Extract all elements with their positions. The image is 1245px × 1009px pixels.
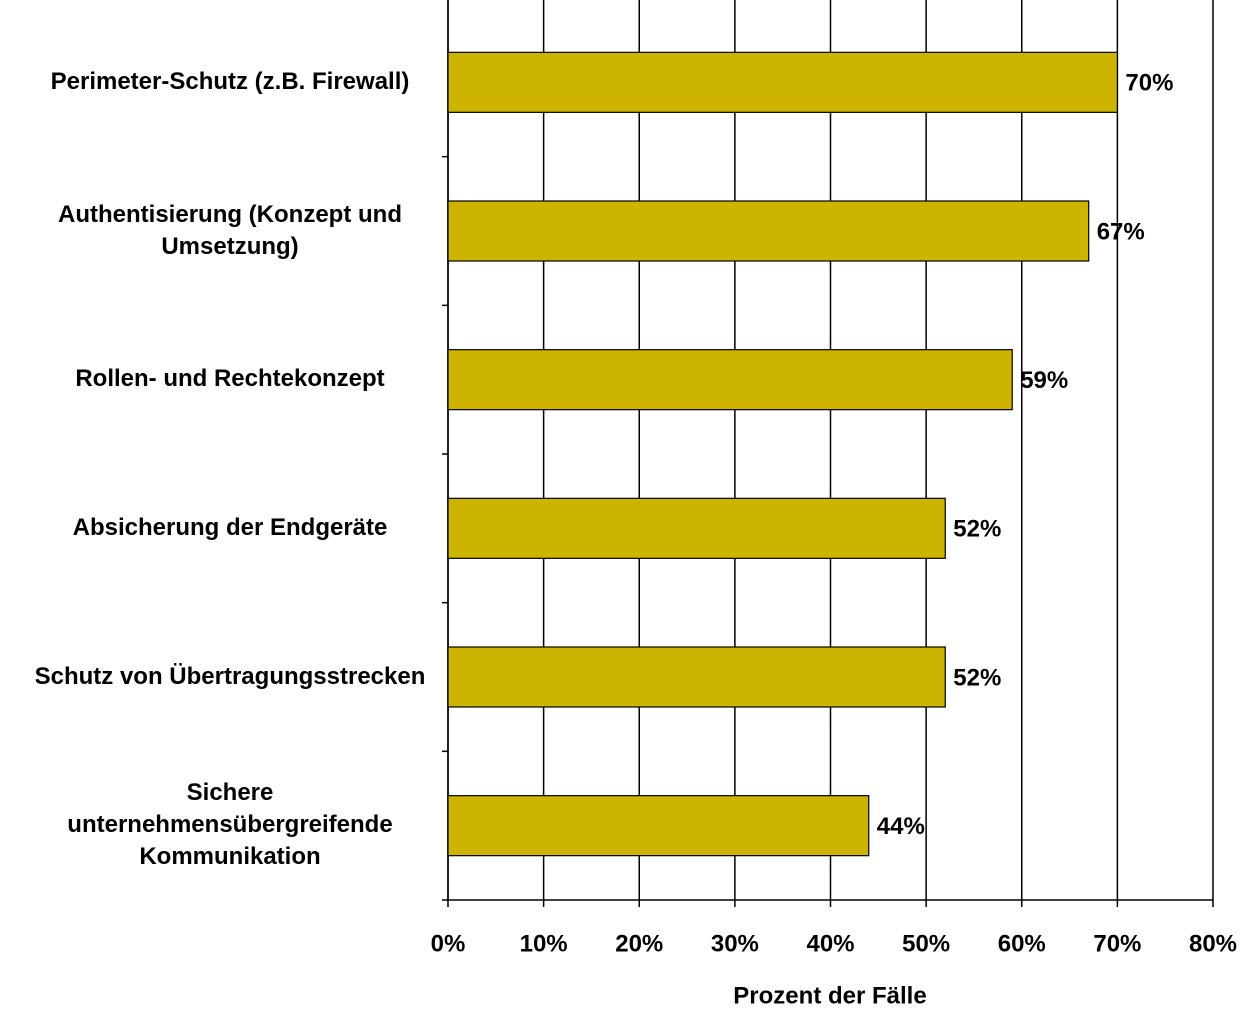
bar [447,497,946,559]
bar [447,200,1090,262]
value-label: 70% [1125,70,1173,97]
x-axis-title: Prozent der Fälle [733,982,926,1009]
x-tick-label: 70% [1093,930,1141,957]
x-tick-label: 20% [615,930,663,957]
value-label: 67% [1097,218,1145,245]
value-label: 44% [877,813,925,840]
x-tick-label: 10% [520,930,568,957]
x-tick-label: 40% [806,930,854,957]
value-label: 52% [953,664,1001,691]
x-tick-label: 30% [711,930,759,957]
bar [447,795,870,857]
x-tick-label: 60% [998,930,1046,957]
x-tick-label: 50% [902,930,950,957]
x-tick-label: 0% [431,930,466,957]
y-tick-label-box: Authentisierung (Konzept und Umsetzung) [58,200,402,260]
y-tick-label: Rollen- und Rechtekonzept [75,365,385,393]
y-tick-label-box: Schutz von Übertragungsstrecken [34,662,426,690]
y-tick-label: Sichere unternehmensübergreifende Kommun… [67,779,393,871]
y-tick-label: Absicherung der Endgeräte [72,514,388,541]
bar [447,51,1118,113]
y-tick-label-box: Sichere unternehmensübergreifende Kommun… [67,779,393,871]
y-tick-label-box: Perimeter-Schutz (z.B. Firewall) [50,68,410,95]
bar [447,349,1013,411]
y-tick-label-box: Rollen- und Rechtekonzept [75,365,385,393]
x-tick-label: 80% [1189,930,1237,957]
bar [447,646,946,708]
value-label: 59% [1020,367,1068,394]
y-tick-label: Authentisierung (Konzept und Umsetzung) [58,200,402,260]
y-tick-label-box: Absicherung der Endgeräte [72,514,388,541]
y-tick-label: Perimeter-Schutz (z.B. Firewall) [50,68,410,95]
value-label: 52% [953,516,1001,543]
y-tick-label: Schutz von Übertragungsstrecken [34,662,426,690]
